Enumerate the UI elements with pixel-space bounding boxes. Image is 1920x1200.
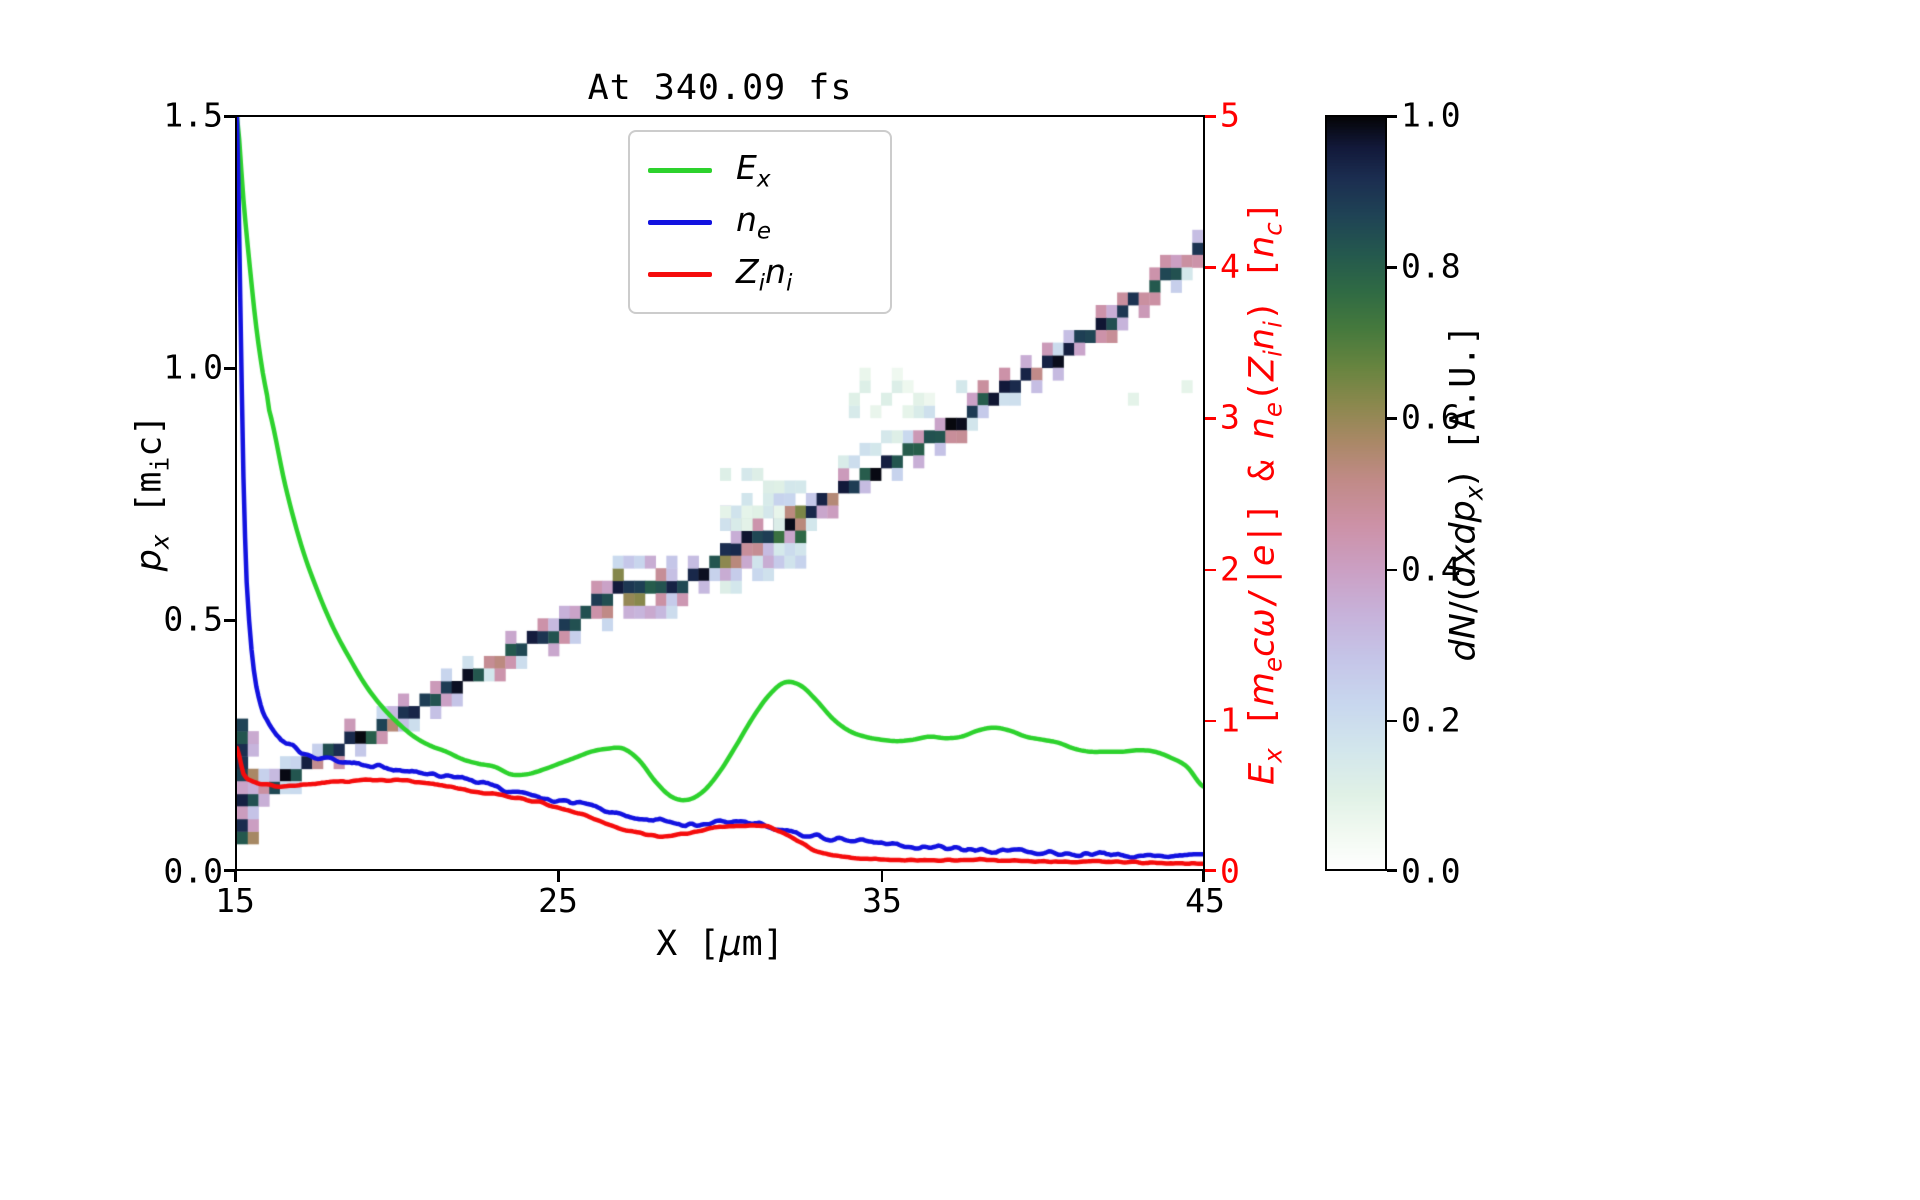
tick-mark [224,115,235,118]
plot-title: At 340.09 fs [587,68,853,108]
plot-area: Ex ne Zini [235,115,1205,871]
tick-mark [1205,719,1216,723]
y-left-tick-label: 1.5 [163,95,223,135]
tick-mark [880,871,884,882]
tick-mark [1387,417,1397,420]
colorbar-tick-label: 1.0 [1401,95,1461,135]
colorbar [1325,115,1387,871]
tick-mark [1387,719,1397,723]
x-tick-label: 25 [538,881,578,920]
legend: Ex ne Zini [628,130,892,314]
legend-entry-ex: Ex [630,144,890,196]
tick-mark [234,871,237,882]
y-left-tick-label: 0.0 [163,851,223,891]
legend-entry-ne: ne [630,196,890,248]
tick-mark [1205,869,1216,872]
legend-label-ex: Ex [736,147,771,193]
colorbar-tick-label: 0.4 [1401,549,1461,589]
x-tick-label: 35 [862,881,902,920]
x-tick-label: 15 [215,881,255,920]
tick-mark [1205,417,1216,420]
colorbar-tick-label: 0.6 [1401,397,1461,437]
y-right-tick-label: 0 [1220,851,1240,891]
legend-entry-zini: Zini [630,248,890,300]
legend-line-ex [648,167,712,173]
colorbar-tick-label: 0.0 [1401,851,1461,891]
y-left-axis-label: px [mic] [129,414,175,572]
tick-mark [1205,568,1216,572]
y-right-tick-label: 4 [1220,246,1240,286]
y-left-tick-label: 0.5 [163,599,223,639]
y-right-tick-label: 1 [1220,700,1240,740]
tick-mark [557,871,560,882]
legend-label-zini: Zini [736,251,793,297]
tick-mark [1387,869,1397,872]
colorbar-gradient [1327,117,1385,869]
colorbar-tick-label: 0.2 [1401,700,1461,740]
tick-mark [224,619,235,622]
legend-line-zini [648,271,712,277]
tick-mark [1387,568,1397,572]
colorbar-tick-label: 0.8 [1401,246,1461,286]
y-right-tick-label: 5 [1220,95,1240,135]
y-left-tick-label: 1.0 [163,347,223,387]
tick-mark [1387,266,1397,269]
y-right-axis-label: Ex [mecω/|e|] & ne(Zini) [nc] [1242,201,1288,785]
x-tick-label: 45 [1185,881,1225,920]
x-axis-label: X [μm] [656,924,784,964]
legend-label-ne: ne [736,199,772,245]
tick-mark [1202,871,1205,882]
tick-mark [224,367,235,370]
tick-mark [1387,115,1397,118]
tick-mark [224,869,235,872]
tick-mark [1205,115,1216,118]
colorbar-label: dN/(dxdpx) [A.U.] [1443,324,1489,662]
legend-line-ne [648,219,712,225]
y-right-tick-label: 3 [1220,397,1240,437]
tick-mark [1205,266,1216,269]
y-right-tick-label: 2 [1220,549,1240,589]
